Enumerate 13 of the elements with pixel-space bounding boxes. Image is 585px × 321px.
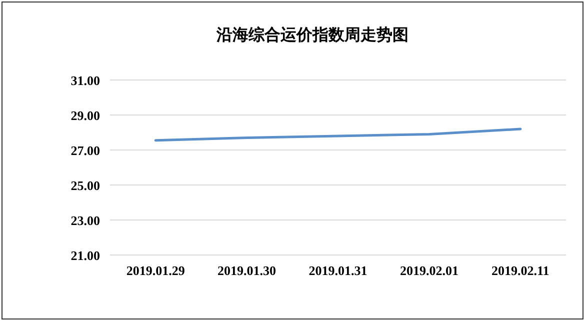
y-tick-label: 25.00 (70, 178, 100, 193)
x-tick-label: 2019.02.01 (400, 263, 458, 278)
y-tick-label: 27.00 (70, 143, 100, 158)
line-series (154, 128, 522, 142)
x-tick-label: 2019.01.29 (126, 263, 186, 278)
y-tick-label: 21.00 (70, 248, 100, 263)
y-tick-label: 31.00 (70, 73, 100, 88)
x-tick-label: 2019.01.31 (308, 263, 368, 278)
y-tick-label: 23.00 (70, 213, 100, 228)
x-tick-label: 2019.02.11 (492, 263, 550, 278)
x-tick-label: 2019.01.30 (218, 263, 276, 278)
chart-title: 沿海综合运价指数周走势图 (216, 26, 408, 44)
y-tick-label: 29.00 (70, 108, 100, 123)
